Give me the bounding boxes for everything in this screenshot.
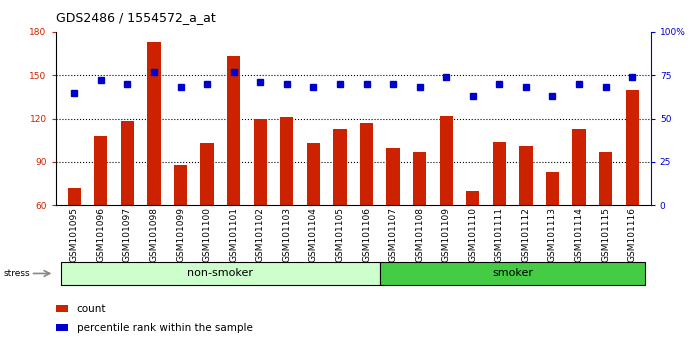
Bar [174,165,187,205]
Bar [386,148,400,205]
Text: smoker: smoker [492,268,533,279]
Bar [56,305,68,312]
Bar [466,191,480,205]
Bar [333,129,347,205]
Bar [94,136,107,205]
Bar [599,152,612,205]
Bar [200,143,214,205]
Bar [626,90,639,205]
Bar [121,121,134,205]
Bar [360,123,373,205]
Bar [280,117,294,205]
Bar [307,143,320,205]
Text: non-smoker: non-smoker [187,268,253,279]
Bar [493,142,506,205]
Bar [227,56,240,205]
Bar [56,324,68,331]
Bar [148,42,161,205]
Text: GDS2486 / 1554572_a_at: GDS2486 / 1554572_a_at [56,11,216,24]
Bar [440,116,453,205]
Text: stress: stress [3,269,30,278]
Bar [572,129,585,205]
Text: percentile rank within the sample: percentile rank within the sample [77,323,253,333]
Bar [519,146,532,205]
Bar [61,262,380,285]
Text: count: count [77,304,106,314]
Bar [413,152,426,205]
Bar [546,172,559,205]
Bar [253,119,267,205]
Bar [68,188,81,205]
Bar [380,262,645,285]
